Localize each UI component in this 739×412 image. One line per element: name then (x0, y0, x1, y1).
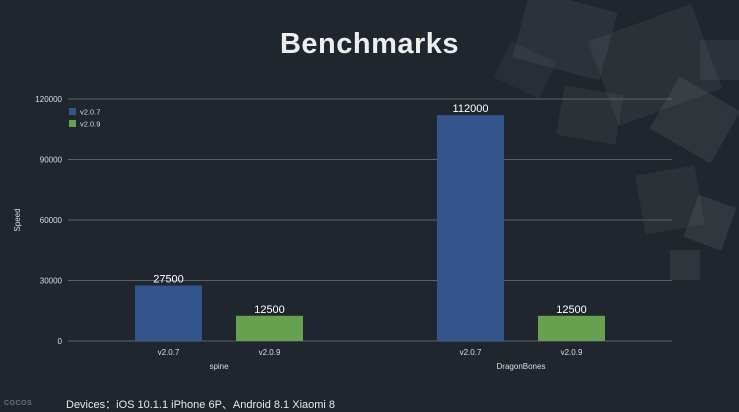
legend-label: v2.0.7 (80, 108, 100, 117)
bar-value-label: 12500 (556, 304, 587, 316)
background-shape (556, 85, 624, 145)
x-tick-label: v2.0.7 (460, 348, 482, 357)
x-tick-label: v2.0.9 (259, 348, 281, 357)
y-tick-label: 120000 (35, 95, 62, 104)
x-group-label: DragonBones (497, 362, 546, 371)
legend-label: v2.0.9 (80, 120, 100, 129)
y-tick-label: 90000 (40, 156, 63, 165)
legend-swatch (69, 120, 76, 127)
cocos-logo: COCOS (4, 400, 33, 407)
y-tick-label: 0 (58, 337, 63, 346)
x-tick-label: v2.0.7 (158, 348, 180, 357)
legend-swatch (69, 108, 76, 115)
x-group-label: spine (209, 362, 229, 371)
y-axis-label: Speed (13, 208, 22, 231)
x-tick-label: v2.0.9 (561, 348, 583, 357)
bar-dragonbones-v2.0.7 (437, 115, 504, 341)
y-tick-label: 30000 (40, 277, 63, 286)
y-tick-label: 60000 (40, 216, 63, 225)
background-shape (649, 76, 739, 164)
background-shape (700, 40, 739, 80)
background-shape (512, 0, 618, 81)
slide-title: Benchmarks (279, 28, 460, 60)
bar-spine-v2.0.7 (135, 285, 202, 341)
bar-value-label: 27500 (153, 274, 184, 286)
background-shape (683, 194, 737, 251)
bar-value-label: 112000 (453, 103, 489, 115)
bar-dragonbones-v2.0.9 (538, 315, 605, 341)
background-shape (635, 165, 705, 235)
background-shape (670, 250, 700, 280)
background-shape (493, 41, 557, 99)
background-shape (587, 3, 723, 127)
bar-spine-v2.0.9 (236, 315, 303, 341)
devices-footnote: Devices：iOS 10.1.1 iPhone 6P、Android 8.1… (66, 399, 336, 411)
bar-value-label: 12500 (254, 304, 285, 316)
